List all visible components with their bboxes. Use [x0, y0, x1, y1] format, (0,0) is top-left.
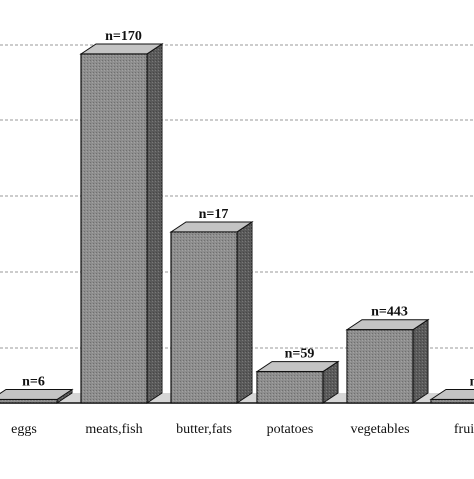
- x-tick-label: meats,fish: [85, 422, 142, 437]
- bars: [0, 43, 474, 404]
- bar-top-face: [345, 319, 430, 331]
- data-label: n=170: [105, 29, 142, 44]
- x-tick-label: potatoes: [267, 422, 314, 437]
- x-tick-label: butter,fats: [176, 422, 232, 437]
- bar-side-texture: [57, 389, 72, 403]
- bar-eggs: [0, 388, 74, 404]
- bar-top-face: [169, 221, 254, 233]
- bar-butter-fats: [169, 221, 254, 404]
- bar-front-texture: [81, 53, 147, 403]
- x-tick-label: frui: [454, 422, 474, 437]
- bar-frui: [429, 389, 474, 404]
- bar-front-texture: [0, 399, 57, 403]
- data-label: n=17: [199, 207, 229, 222]
- bar-meats-fish: [79, 43, 164, 404]
- bar-side-texture: [323, 361, 338, 403]
- bar-top-face: [429, 389, 474, 401]
- bar-front-texture: [347, 329, 413, 403]
- bar-top-face: [255, 361, 340, 373]
- x-axis-tick-labels: eggs meats,fish butter,fats potatoes vegetab…: [11, 422, 474, 437]
- bar-front-texture: [171, 231, 237, 403]
- data-label: n: [470, 375, 474, 390]
- x-tick-label: eggs: [11, 422, 37, 437]
- data-label: n=59: [285, 347, 315, 362]
- bar-top-face: [79, 43, 164, 55]
- data-label: n=443: [371, 305, 408, 320]
- bar-potatoes: [255, 360, 340, 404]
- bar-side-texture: [237, 221, 252, 403]
- bar-front-texture: [257, 371, 323, 403]
- data-labels: n=6 n=170 n=17 n=59 n=443 n: [22, 29, 474, 390]
- bar-vegetables: [345, 318, 430, 404]
- bar-side-texture: [413, 319, 428, 403]
- bar-side-texture: [147, 43, 162, 403]
- data-label: n=6: [22, 375, 45, 390]
- x-tick-label: vegetables: [350, 422, 409, 437]
- bar-front-texture: [431, 399, 474, 403]
